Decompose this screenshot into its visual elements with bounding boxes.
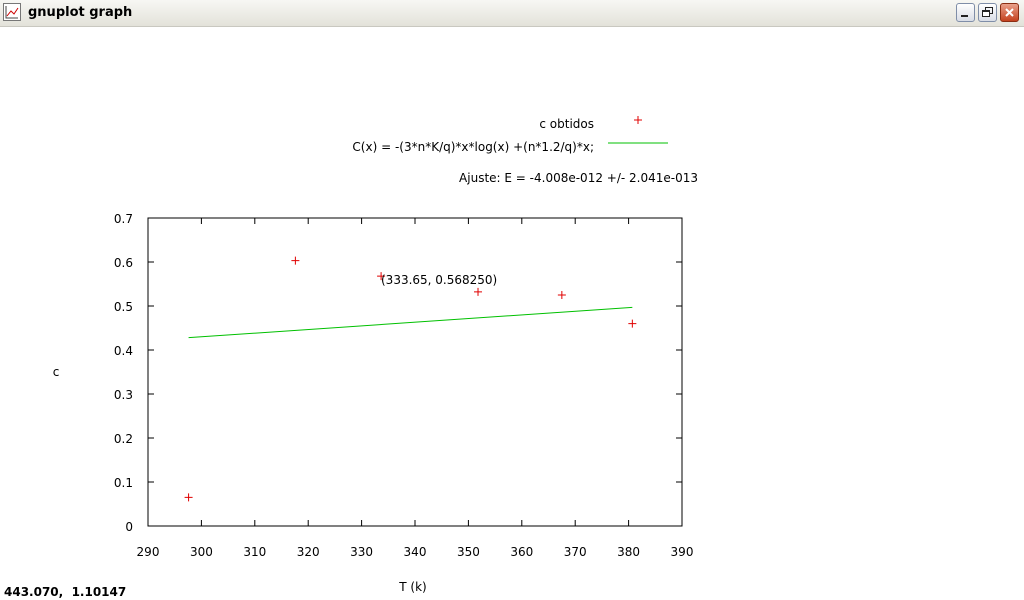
y-tick-label: 0 bbox=[125, 520, 133, 534]
x-tick-label: 300 bbox=[190, 545, 213, 559]
y-tick-label: 0.3 bbox=[114, 388, 133, 402]
x-tick-label: 360 bbox=[510, 545, 533, 559]
data-point-marker bbox=[377, 272, 386, 281]
plot-frame bbox=[147, 217, 683, 527]
restore-button[interactable] bbox=[978, 3, 997, 22]
fit-result-label: Ajuste: E = -4.008e-012 +/- 2.041e-013 bbox=[459, 171, 698, 185]
legend-marker-c-obtidos bbox=[634, 116, 642, 124]
x-tick-label: 390 bbox=[671, 545, 694, 559]
close-icon bbox=[1005, 8, 1014, 17]
x-tick-label: 340 bbox=[404, 545, 427, 559]
close-button[interactable] bbox=[1000, 3, 1019, 22]
x-axis-label: T (k) bbox=[398, 580, 426, 594]
data-point-marker bbox=[557, 291, 566, 299]
x-tick-label: 330 bbox=[350, 545, 373, 559]
x-tick-label: 350 bbox=[457, 545, 480, 559]
y-tick-label: 0.4 bbox=[114, 344, 133, 358]
minimize-icon bbox=[961, 15, 968, 17]
data-point-marker bbox=[184, 493, 193, 502]
x-tick-label: 380 bbox=[617, 545, 640, 559]
y-axis-label: c bbox=[53, 365, 60, 379]
legend-entry-c-obtidos: c obtidos bbox=[539, 117, 594, 131]
minimize-button[interactable] bbox=[956, 3, 975, 22]
x-tick-label: 320 bbox=[297, 545, 320, 559]
y-tick-label: 0.2 bbox=[114, 432, 133, 446]
legend-entry-fit-curve: C(x) = -(3*n*K/q)*x*log(x) +(n*1.2/q)*x; bbox=[352, 140, 594, 154]
window-title: gnuplot graph bbox=[28, 5, 133, 20]
y-tick-label: 0.1 bbox=[114, 476, 133, 490]
plot-canvas[interactable]: 290 300 310 320 330 340 350 360 370 380 390 0 0.1 0.2… bbox=[0, 27, 1024, 600]
y-tick-label: 0.5 bbox=[114, 300, 133, 314]
point-annotation: (333.65, 0.568250) bbox=[381, 273, 497, 287]
restore-icon bbox=[982, 7, 993, 17]
x-tick-label: 370 bbox=[564, 545, 587, 559]
data-point-marker bbox=[291, 256, 300, 265]
cursor-coordinates: 443.070, 1.10147 bbox=[4, 585, 127, 599]
data-point-marker bbox=[628, 319, 637, 328]
y-tick-label: 0.7 bbox=[114, 212, 133, 226]
y-tick-label: 0.6 bbox=[114, 256, 133, 270]
x-tick-label: 310 bbox=[243, 545, 266, 559]
gnuplot-chart-icon bbox=[3, 3, 21, 21]
title-bar: gnuplot graph bbox=[0, 0, 1024, 27]
fit-curve-line bbox=[188, 306, 633, 339]
x-tick-label: 290 bbox=[137, 545, 160, 559]
data-point-marker bbox=[474, 287, 483, 296]
